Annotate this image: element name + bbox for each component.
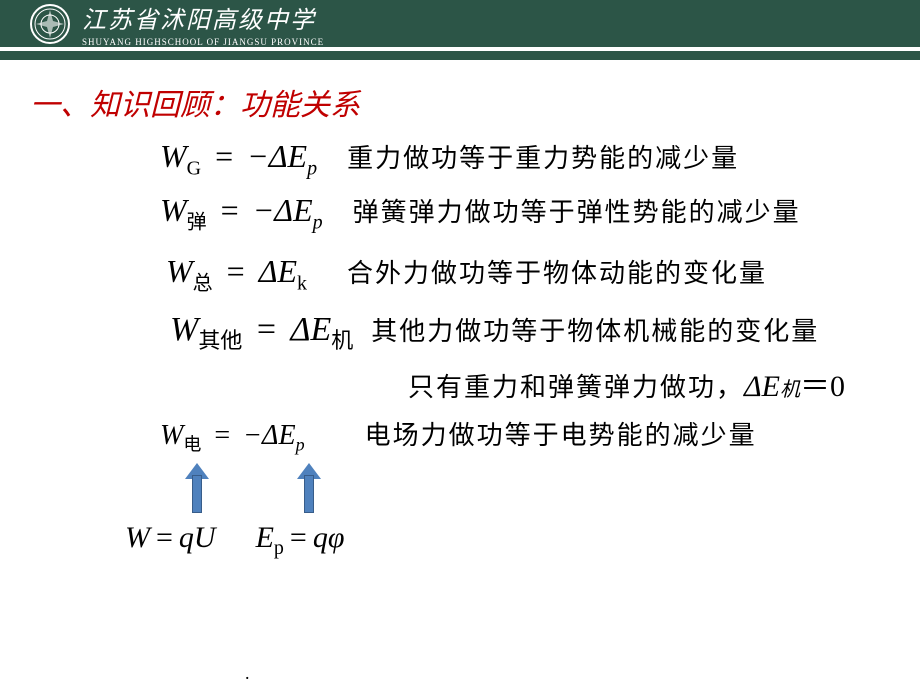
- desc-electric: 电场力做功等于电势能的减少量: [365, 415, 757, 452]
- desc-other: 其他力做功等于物体机械能的变化量: [371, 311, 819, 348]
- formula-gravity: WG = −ΔEp: [160, 138, 317, 180]
- up-arrow-icon: [188, 463, 206, 513]
- school-name-block: 江苏省沭阳高级中学 SHUYANG HIGHSCHOOL OF JIANGSU …: [82, 0, 324, 47]
- slide-header: 江苏省沭阳高级中学 SHUYANG HIGHSCHOOL OF JIANGSU …: [0, 0, 920, 48]
- formula-ep-qphi: Ep=qφ: [256, 521, 345, 560]
- formula-spring: W弹 = −ΔEp: [160, 192, 323, 234]
- header-stripe: [0, 48, 920, 60]
- formula-other: W其他 = ΔE机: [170, 311, 353, 355]
- equation-row: W弹 = −ΔEp 弹簧弹力做功等于弹性势能的减少量: [160, 192, 890, 234]
- desc-gravity: 重力做功等于重力势能的减少量: [347, 138, 739, 175]
- desc-total: 合外力做功等于物体动能的变化量: [347, 253, 767, 290]
- equation-row: W其他 = ΔE机 其他力做功等于物体机械能的变化量: [170, 311, 890, 355]
- equation-row: W总 = ΔEk 合外力做功等于物体动能的变化量: [166, 253, 890, 295]
- desc-spring: 弹簧弹力做功等于弹性势能的减少量: [353, 192, 801, 229]
- school-logo: [30, 4, 70, 44]
- formula-electric: W电 = −ΔEp: [160, 420, 305, 457]
- up-arrow-icon: [300, 463, 318, 513]
- bottom-formulas: W=qU Ep=qφ: [125, 521, 890, 560]
- logo-icon: [33, 7, 67, 41]
- section-title: 一、知识回顾：功能关系: [30, 80, 890, 124]
- arrows-block: [30, 463, 890, 521]
- school-name-en: SHUYANG HIGHSCHOOL OF JIANGSU PROVINCE: [82, 37, 324, 47]
- formula-total: W总 = ΔEk: [166, 253, 307, 295]
- condition-text: 只有重力和弹簧弹力做功，ΔE机＝0: [408, 361, 845, 405]
- school-name-cn: 江苏省沭阳高级中学: [82, 0, 324, 35]
- slide-content: 一、知识回顾：功能关系 WG = −ΔEp 重力做功等于重力势能的减少量 W弹 …: [0, 60, 920, 560]
- equation-row: WG = −ΔEp 重力做功等于重力势能的减少量: [160, 138, 890, 180]
- condition-row: 只有重力和弹簧弹力做功，ΔE机＝0: [408, 361, 890, 405]
- equation-row: W电 = −ΔEp 电场力做功等于电势能的减少量: [160, 415, 890, 457]
- formula-w-qu: W=qU: [125, 521, 216, 560]
- footer-dot: .: [245, 663, 250, 684]
